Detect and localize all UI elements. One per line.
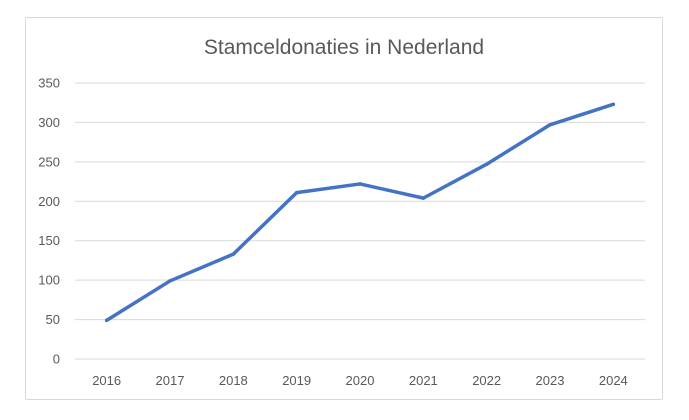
data-point: [294, 190, 299, 195]
y-tick-label: 250: [38, 154, 60, 169]
x-tick-label: 2020: [346, 373, 375, 388]
x-tick-label: 2017: [156, 373, 185, 388]
y-axis: 0 50 100 150 200 250 300 350: [38, 76, 60, 367]
y-tick-label: 100: [38, 273, 60, 288]
y-tick-label: 200: [38, 194, 60, 209]
x-axis: 2016 2017 2018 2019 2020 2021 2022 2023 2024: [92, 373, 628, 388]
data-point: [358, 182, 362, 186]
y-tick-label: 150: [38, 233, 60, 248]
y-tick-label: 350: [38, 76, 60, 91]
chart-title: Stamceldonaties in Nederland: [204, 36, 484, 59]
x-tick-label: 2016: [92, 373, 121, 388]
x-tick-label: 2022: [472, 373, 501, 388]
y-tick-label: 0: [53, 352, 60, 367]
data-point: [104, 318, 109, 323]
x-tick-label: 2024: [599, 373, 628, 388]
data-point: [168, 279, 172, 283]
data-point: [484, 162, 489, 166]
series-group: [104, 102, 616, 323]
data-point: [548, 123, 552, 127]
data-point: [231, 252, 236, 256]
y-tick-label: 300: [38, 115, 60, 130]
data-point: [421, 196, 426, 200]
grid-lines: [75, 82, 645, 360]
x-tick-label: 2023: [536, 373, 565, 388]
data-point: [611, 102, 616, 107]
x-tick-label: 2018: [219, 373, 248, 388]
chart-frame: [25, 17, 663, 400]
x-tick-label: 2019: [282, 373, 311, 388]
y-tick-label: 50: [46, 312, 60, 327]
series-line-0: [104, 102, 616, 323]
x-tick-label: 2021: [409, 373, 438, 388]
